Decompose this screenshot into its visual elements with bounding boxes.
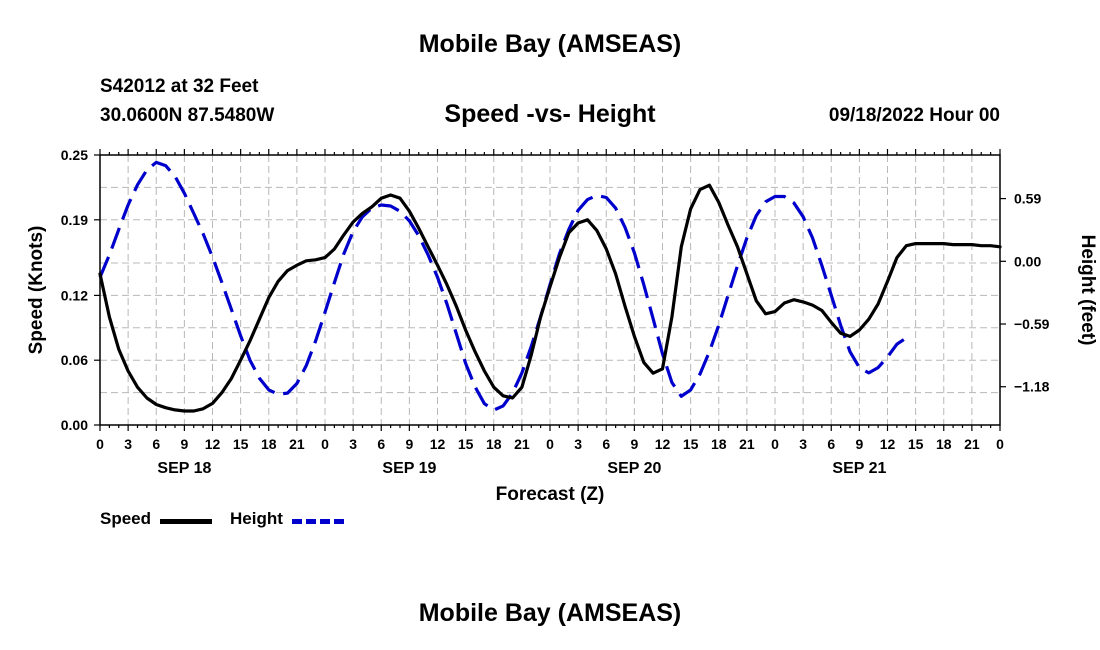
legend-speed-swatch [160,519,212,524]
y-left-tick-label: 0.06 [61,352,88,368]
x-tick-label: 3 [349,436,357,452]
x-tick-label: 21 [964,436,980,452]
y-right-tick-label: −1.18 [1014,379,1050,395]
x-tick-label: 6 [377,436,385,452]
x-tick-label: 18 [261,436,277,452]
x-tick-label: 0 [96,436,104,452]
x-tick-label: 0 [321,436,329,452]
x-tick-label: 9 [855,436,863,452]
y-left-tick-label: 0.12 [61,287,88,303]
date-label: SEP 19 [382,460,436,477]
x-tick-label: 12 [655,436,671,452]
x-tick-label: 15 [458,436,474,452]
chart-subtitle: Speed -vs- Height [444,100,656,128]
y-right-tick-label: 0.00 [1014,253,1041,269]
x-tick-label: 0 [546,436,554,452]
speed-series [98,183,1002,413]
y-left-tick-label: 0.19 [61,212,88,228]
x-tick-label: 9 [405,436,413,452]
x-tick-label: 3 [799,436,807,452]
x-tick-label: 6 [602,436,610,452]
speed-line [98,183,1002,413]
y-left-axis-title: Speed (Knots) [26,226,47,355]
x-tick-label: 0 [996,436,1004,452]
x-tick-label: 15 [908,436,924,452]
station-label: S42012 at 32 Feet [100,76,259,97]
x-tick-label: 3 [574,436,582,452]
chart-frame [94,149,1006,431]
legend-height-swatch [292,519,344,524]
y-right-tick-label: −0.59 [1014,316,1050,332]
height-series [98,160,908,412]
date-label: SEP 21 [832,460,886,477]
forecast-run-time: 09/18/2022 Hour 00 [828,105,1000,126]
x-tick-label: 0 [771,436,779,452]
chart-main-title: Mobile Bay (AMSEAS) [418,30,682,58]
legend-height-label: Height [230,509,283,528]
x-tick-label: 9 [180,436,188,452]
x-tick-label: 21 [289,436,305,452]
coordinates-label: 30.0600N 87.5480W [100,105,275,126]
y-left-tick-label: 0.25 [61,147,88,163]
date-label: SEP 20 [607,460,661,477]
legend-speed-label: Speed [100,509,152,528]
x-tick-label: 18 [936,436,952,452]
x-tick-label: 15 [683,436,699,452]
y-right-tick-label: 0.59 [1014,191,1041,207]
x-tick-label: 3 [124,436,132,452]
x-tick-label: 18 [486,436,502,452]
y-left-tick-label: 0.00 [61,417,88,433]
x-axis-title: Forecast (Z) [496,484,605,505]
footer-title: Mobile Bay (AMSEAS) [418,599,682,627]
chart-grid [100,155,1000,425]
y-right-axis-title: Height (feet) [1077,235,1098,346]
x-tick-label: 12 [205,436,221,452]
x-tick-label: 12 [430,436,446,452]
x-tick-label: 12 [880,436,896,452]
x-tick-label: 21 [739,436,755,452]
x-tick-label: 6 [152,436,160,452]
x-tick-label: 9 [630,436,638,452]
x-tick-label: 18 [711,436,727,452]
x-tick-label: 6 [827,436,835,452]
x-tick-label: 15 [233,436,249,452]
axes-labels: 0 3 6 9 12 15 18 21 0 3 6 9 12 15 18 21 0 3 6 9 12 15 18 21 0 3 6 9… [26,147,1098,505]
date-label: SEP 18 [157,460,211,477]
height-line [98,160,908,412]
x-tick-label: 21 [514,436,530,452]
